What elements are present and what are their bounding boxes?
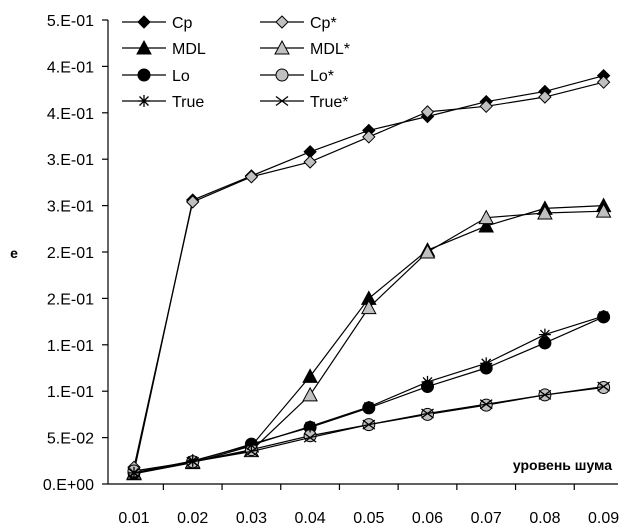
x-tick-label: 0.01 (118, 510, 149, 527)
legend-label: True (172, 94, 204, 111)
legend-marker (275, 15, 289, 29)
series-mdl-star (126, 203, 612, 480)
data-point-true (304, 420, 317, 433)
y-axis: 0.E+00 5.E-02 1.E-01 1.E-01 2.E-01 2.E-01 3.E-… (43, 13, 108, 494)
series-true-star (127, 381, 610, 478)
x-tick-label: 0.04 (295, 510, 326, 527)
legend-item-lo: Lo (122, 68, 190, 85)
y-axis-title: e (10, 245, 18, 261)
x-axis: 0.01 0.02 0.03 0.04 0.05 0.06 0.07 0.08 0.09 (118, 484, 619, 527)
data-point-mdl (478, 217, 495, 233)
data-point-true-star (421, 408, 434, 419)
series-line-mdl-star (133, 210, 604, 474)
legend-marker (274, 39, 290, 55)
x-tick-label: 0.09 (588, 510, 619, 527)
legend-item-cp: Cp (122, 15, 193, 32)
data-point-true (421, 375, 434, 388)
data-point-mdl-star (478, 209, 495, 225)
x-tick-label: 0.07 (471, 510, 502, 527)
legend-item-lo-star: Lo* (260, 68, 334, 85)
data-point-true-star (362, 419, 376, 430)
data-point-cp-star (596, 75, 611, 89)
data-point-true (362, 400, 375, 413)
legend-label: MDL* (310, 41, 350, 58)
x-axis-title: уровень шума (513, 457, 612, 473)
legend-label: Cp* (310, 15, 337, 32)
legend-marker (136, 39, 152, 55)
legend-marker (137, 68, 151, 82)
x-tick-label: 0.02 (177, 510, 208, 527)
data-point-mdl-star (419, 243, 436, 259)
legend-label: MDL (172, 41, 206, 58)
y-tick-label: 5.E-02 (47, 431, 94, 448)
legend-marker (275, 68, 289, 82)
data-point-cp-star (420, 105, 435, 119)
data-point-true (480, 357, 493, 370)
y-tick-label: 0.E+00 (43, 477, 94, 494)
data-point-true (186, 454, 199, 467)
legend-item-true-star: True* (260, 94, 349, 111)
x-tick-label: 0.05 (353, 510, 384, 527)
y-tick-label: 4.E-01 (47, 106, 94, 123)
data-point-true-star (303, 432, 317, 443)
x-tick-label: 0.03 (236, 510, 267, 527)
y-tick-label: 3.E-01 (47, 199, 94, 216)
data-point-cp-star (244, 170, 259, 184)
data-point-mdl-star (595, 203, 612, 218)
legend: Cp Cp* MDL MDL* Lo Lo* True True* (122, 15, 350, 111)
data-point-true (245, 439, 258, 452)
data-point-cp-star (479, 99, 493, 114)
data-point-mdl-star (302, 386, 318, 402)
series-mdl (126, 197, 612, 481)
y-tick-label: 1.E-01 (47, 338, 94, 355)
data-point-mdl (302, 368, 318, 383)
y-tick-label: 3.E-01 (47, 152, 94, 169)
series-layer (126, 68, 612, 481)
series-line-true (133, 315, 604, 474)
data-point-cp-star (362, 130, 376, 144)
legend-item-true: True (122, 94, 204, 111)
legend-label: Lo* (310, 68, 334, 85)
data-point-cp-star (303, 155, 317, 169)
legend-label: True* (310, 94, 349, 111)
legend-label: Cp (172, 15, 193, 32)
data-point-true-star (479, 399, 493, 410)
legend-item-cp-star: Cp* (260, 15, 337, 32)
legend-marker (137, 15, 151, 29)
series-cp-star (127, 75, 611, 475)
y-tick-label: 2.E-01 (47, 245, 94, 262)
legend-item-mdl: MDL (122, 39, 206, 58)
legend-label: Lo (172, 68, 190, 85)
legend-marker (275, 95, 289, 107)
data-point-mdl-star (360, 299, 377, 315)
data-point-true-star (186, 456, 200, 467)
legend-item-mdl-star: MDL* (260, 39, 350, 58)
y-tick-label: 5.E-01 (47, 13, 94, 30)
data-point-cp-star (538, 90, 552, 104)
data-point-true (597, 310, 610, 323)
x-tick-label: 0.08 (529, 510, 560, 527)
data-point-true-star (597, 381, 610, 392)
data-point-cp-star (185, 195, 200, 209)
legend-marker (138, 95, 150, 107)
y-tick-label: 4.E-01 (47, 59, 94, 76)
data-point-true-star (538, 389, 552, 400)
data-point-mdl-star (537, 204, 553, 220)
series-true (128, 310, 610, 479)
data-point-true-star (127, 467, 141, 478)
x-tick-label: 0.06 (412, 510, 443, 527)
y-tick-label: 1.E-01 (47, 384, 94, 401)
data-point-true-star (245, 446, 258, 457)
y-tick-label: 2.E-01 (47, 291, 94, 308)
data-point-true (538, 328, 551, 341)
series-lo (127, 310, 611, 480)
